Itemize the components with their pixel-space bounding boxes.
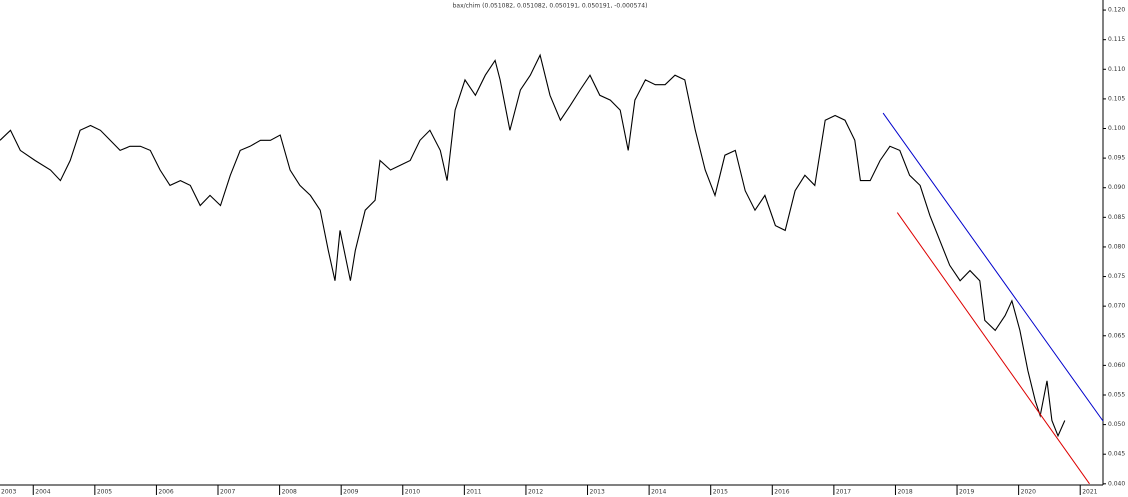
y-tick-label: 0.105 xyxy=(1108,95,1125,102)
y-tick-label: 0.100 xyxy=(1108,125,1125,132)
y-tick-label: 0.070 xyxy=(1108,303,1125,310)
y-tick-label: 0.120 xyxy=(1108,7,1125,14)
y-tick-label: 0.075 xyxy=(1108,273,1125,280)
y-tick-label: 0.115 xyxy=(1108,36,1125,43)
y-tick-label: 0.110 xyxy=(1108,66,1125,73)
x-tick-label: 2011 xyxy=(466,489,481,496)
x-tick-label: 2010 xyxy=(405,489,420,496)
y-tick-label: 0.095 xyxy=(1108,155,1125,162)
x-tick-label: 2020 xyxy=(1021,489,1036,496)
y-tick-label: 0.055 xyxy=(1108,391,1125,398)
x-tick-label: 2009 xyxy=(343,489,358,496)
y-tick-label: 0.045 xyxy=(1108,451,1125,458)
x-tick-label: 2005 xyxy=(97,489,112,496)
y-tick-label: 0.040 xyxy=(1108,480,1125,487)
x-tick-label: 2014 xyxy=(651,489,666,496)
x-tick-label: 2012 xyxy=(528,489,543,496)
y-tick-label: 0.065 xyxy=(1108,332,1125,339)
x-tick-label: 2015 xyxy=(713,489,728,496)
x-tick-label: 2004 xyxy=(35,489,50,496)
trend-line xyxy=(882,112,1104,422)
x-tick-label: 2008 xyxy=(282,489,297,496)
trend-line xyxy=(896,212,1090,485)
chart-title: bax/chim (0.051082, 0.051082, 0.050191, … xyxy=(453,3,648,10)
y-tick-label: 0.080 xyxy=(1108,243,1125,250)
x-tick-label: 2019 xyxy=(959,489,974,496)
x-tick-label: 2021 xyxy=(1082,489,1097,496)
x-tick-label: 2007 xyxy=(220,489,235,496)
x-tick-label: 2003 xyxy=(1,489,16,496)
y-tick-label: 0.090 xyxy=(1108,184,1125,191)
price-line xyxy=(0,53,1066,438)
y-tick-label: 0.085 xyxy=(1108,214,1125,221)
x-tick-label: 2013 xyxy=(590,489,605,496)
y-tick-label: 0.060 xyxy=(1108,362,1125,369)
y-tick-label: 0.050 xyxy=(1108,421,1125,428)
x-tick-label: 2006 xyxy=(158,489,173,496)
x-tick-label: 2016 xyxy=(774,489,789,496)
x-tick-label: 2017 xyxy=(836,489,851,496)
x-tick-label: 2018 xyxy=(897,489,912,496)
